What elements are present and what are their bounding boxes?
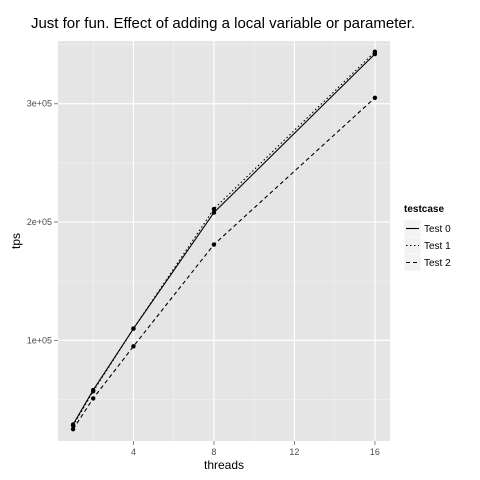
x-tick-label: 4 xyxy=(131,447,136,457)
data-point xyxy=(211,210,217,215)
data-point xyxy=(372,95,378,101)
y-tick-label: 2e+05 xyxy=(27,217,52,227)
series-line-test-1 xyxy=(72,51,376,426)
data-point xyxy=(131,326,136,331)
legend-key-box xyxy=(403,253,422,272)
x-tick-label: 12 xyxy=(289,447,299,457)
data-point xyxy=(91,396,96,401)
legend-label: Test 0 xyxy=(424,224,451,235)
data-point xyxy=(70,423,76,428)
grid-lines xyxy=(58,41,390,441)
series-points xyxy=(70,49,378,432)
x-tick-label: 16 xyxy=(370,447,380,457)
x-axis-title: threads xyxy=(204,458,244,472)
legend-label: Test 1 xyxy=(424,241,451,252)
data-point xyxy=(211,206,217,212)
legend-title: testcase xyxy=(404,204,444,215)
y-tick-label: 3e+05 xyxy=(27,99,52,109)
data-point xyxy=(131,344,136,349)
data-point xyxy=(211,242,217,247)
y-tick-label: 1e+05 xyxy=(27,335,52,345)
y-axis-title: tps xyxy=(9,233,23,249)
data-point xyxy=(70,426,76,432)
legend: testcase Test 0 Test 1 Test 2 xyxy=(403,204,451,272)
axes: 4 8 12 16 1e+05 2e+05 3e+05 xyxy=(27,99,380,457)
series-line-test-2 xyxy=(72,97,376,430)
data-point xyxy=(91,389,96,394)
plot-panel xyxy=(58,41,390,441)
legend-label: Test 2 xyxy=(424,258,451,269)
chart-title: Just for fun. Effect of adding a local v… xyxy=(31,15,415,32)
x-tick-label: 8 xyxy=(211,447,216,457)
data-point xyxy=(372,49,378,54)
